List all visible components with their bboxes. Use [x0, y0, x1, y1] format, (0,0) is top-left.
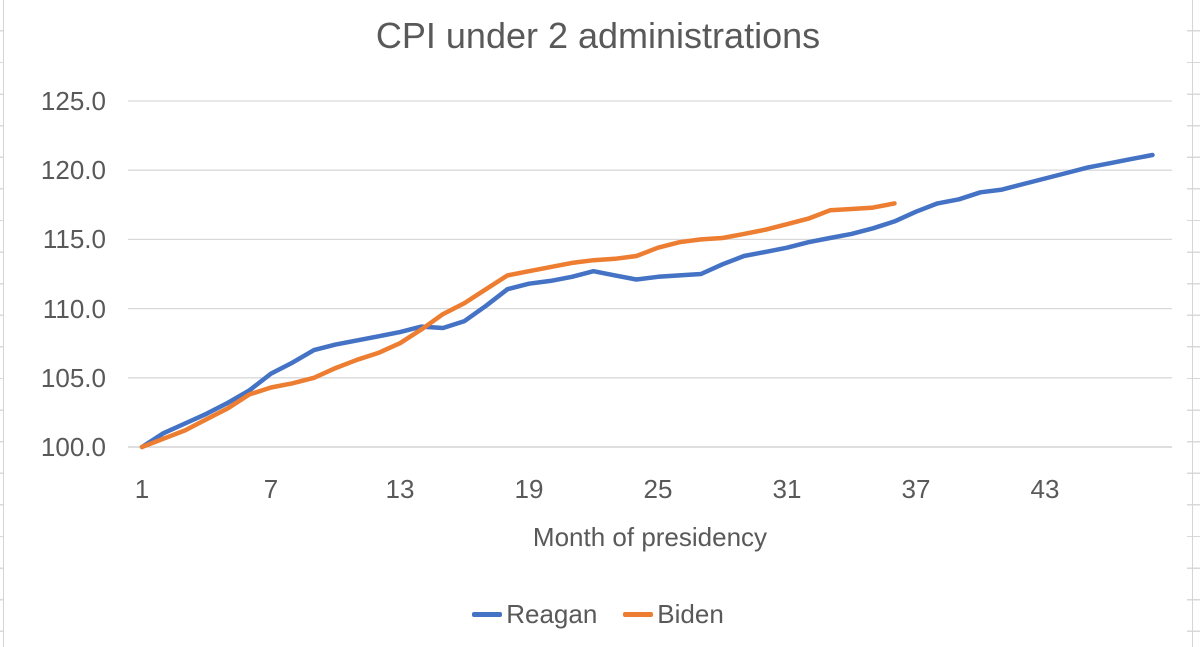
spreadsheet-column-line-left	[3, 0, 5, 647]
legend-label-biden: Biden	[657, 599, 724, 629]
y-tick-125.0: 125.0	[40, 86, 106, 116]
chart-title: CPI under 2 administrations	[375, 15, 821, 56]
x-tick-31: 31	[772, 474, 802, 504]
y-tick-110.0: 110.0	[42, 293, 106, 324]
legend-label-reagan: Reagan	[506, 599, 598, 629]
spreadsheet-column-line-right	[1192, 0, 1194, 647]
series-line-biden	[139, 201, 897, 450]
legend-item-biden: Biden	[623, 599, 724, 630]
x-tick-1: 1	[134, 474, 150, 504]
x-axis-title: Month of presidency	[532, 522, 768, 552]
y-tick-115.0: 115.0	[42, 224, 106, 255]
legend-item-reagan: Reagan	[472, 599, 597, 630]
x-tick-13: 13	[385, 474, 415, 504]
x-tick-37: 37	[901, 474, 931, 504]
x-tick-43: 43	[1030, 474, 1060, 504]
spreadsheet-rowlines-right	[1187, 0, 1200, 647]
x-tick-7: 7	[263, 474, 279, 504]
y-tick-100.0: 100.0	[40, 432, 106, 462]
y-tick-105.0: 105.0	[40, 362, 106, 393]
legend-marker-biden	[623, 612, 654, 617]
legend: Reagan Biden	[0, 599, 1196, 630]
legend-marker-reagan	[472, 612, 503, 617]
x-tick-19: 19	[514, 474, 544, 504]
spreadsheet-rowlines-left	[0, 0, 3, 647]
y-tick-120.0: 120.0	[40, 155, 106, 186]
series-line-reagan	[139, 152, 1155, 450]
x-tick-25: 25	[643, 474, 673, 504]
